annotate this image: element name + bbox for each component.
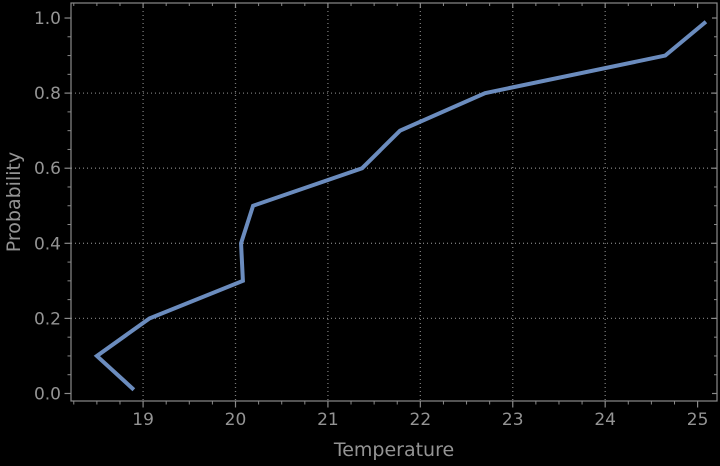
x-tick-label: 19	[132, 410, 154, 430]
y-tick-label: 0.4	[34, 234, 61, 254]
x-tick-label: 23	[502, 410, 524, 430]
grid	[71, 3, 717, 401]
tick-labels: 19 20 21 22 23 24 25 0.0 0.2 0.4 0.6 0.8 1.0	[34, 9, 708, 430]
y-tick-label: 0.6	[34, 159, 61, 179]
x-tick-label: 21	[317, 410, 339, 430]
x-tick-label: 25	[687, 410, 709, 430]
plot-border	[70, 2, 718, 402]
x-tick-label: 22	[410, 410, 432, 430]
x-tick-label: 24	[594, 410, 616, 430]
y-tick-label: 0.0	[34, 384, 61, 404]
axis-ticks	[64, 3, 717, 408]
x-tick-label: 20	[225, 410, 247, 430]
y-tick-label: 1.0	[34, 9, 61, 29]
y-axis-label: Probability	[3, 152, 25, 252]
y-tick-label: 0.8	[34, 84, 61, 104]
y-tick-label: 0.2	[34, 309, 61, 329]
x-axis-label: Temperature	[333, 439, 454, 461]
cdf-line	[93, 20, 708, 392]
